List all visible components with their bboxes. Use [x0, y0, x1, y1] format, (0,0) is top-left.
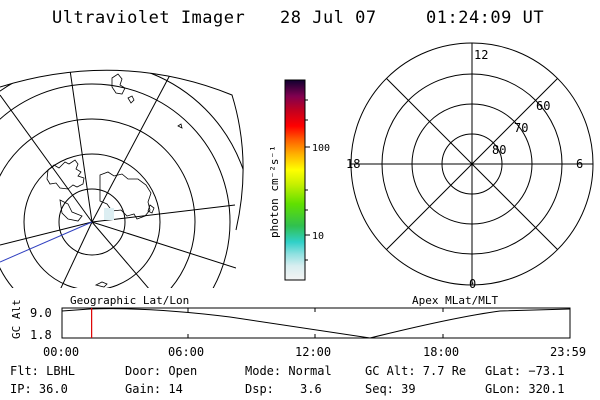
colorbar-tick-10: 10 [312, 231, 324, 242]
time-tick-1200: 12:00 [295, 345, 331, 359]
nadir-line [0, 221, 93, 263]
dsp-label: Dsp: [245, 382, 274, 396]
door-info: Door: Open [125, 364, 198, 378]
filter-info: Flt: LBHL [10, 364, 76, 378]
time-tick-2359: 23:59 [550, 345, 586, 359]
lat-label-60: 60 [536, 99, 550, 113]
time-tick-0600: 06:00 [168, 345, 204, 359]
mlt-label-0: 0 [469, 277, 476, 291]
dsp-value: 3.6 [300, 382, 322, 396]
apex-caption: Apex MLat/MLT [412, 294, 498, 307]
latitude-circles [0, 70, 244, 289]
mode-info: Mode: Normal [245, 364, 332, 378]
date-label: 28 Jul 07 [280, 8, 377, 28]
timeline-ticks [187, 308, 444, 338]
lat-label-70: 70 [514, 121, 528, 135]
colorbar-tick-100: 100 [312, 143, 330, 154]
altitude-curve [61, 308, 571, 339]
time-tick-0000: 00:00 [43, 345, 79, 359]
timeline-frame [61, 307, 571, 339]
mlt-label-12: 12 [474, 48, 488, 62]
longitude-lines [0, 70, 237, 289]
glat-info: GLat: −73.1 [485, 364, 565, 378]
time-label: 01:24:09 UT [426, 8, 545, 28]
colorbar-label: photon cm⁻²s⁻¹ [268, 145, 281, 238]
alt-tick-low: 1.8 [30, 328, 52, 342]
mlt-label-6: 6 [576, 157, 583, 171]
geographic-map [0, 69, 244, 289]
glon-info: GLon: 320.1 [485, 382, 565, 396]
geographic-caption: Geographic Lat/Lon [70, 294, 189, 307]
gc-alt-info: GC Alt: 7.7 Re [365, 364, 467, 378]
colorbar-ticks [305, 99, 310, 261]
time-tick-1800: 18:00 [423, 345, 459, 359]
map-boundary [0, 69, 244, 231]
orbit-timeline: Geographic Lat/Lon Apex MLat/MLT GC Alt … [10, 294, 586, 359]
ip-info: IP: 36.0 [10, 382, 68, 396]
intensity-colorbar: 100 10 photon cm⁻²s⁻¹ [268, 79, 330, 281]
gc-alt-axis-label: GC Alt [10, 299, 23, 339]
auroral-patch [104, 208, 114, 220]
seq-info: Seq: 39 [365, 382, 416, 396]
polar-spokes [351, 43, 593, 285]
lat-label-80: 80 [492, 143, 506, 157]
mlt-label-18: 18 [346, 157, 360, 171]
polar-mlt-plot: 12 18 6 0 60 70 80 [346, 42, 594, 291]
alt-tick-high: 9.0 [30, 306, 52, 320]
instrument-title: Ultraviolet Imager [52, 8, 246, 28]
colorbar-gradient [284, 79, 306, 281]
gain-info: Gain: 14 [125, 382, 183, 396]
